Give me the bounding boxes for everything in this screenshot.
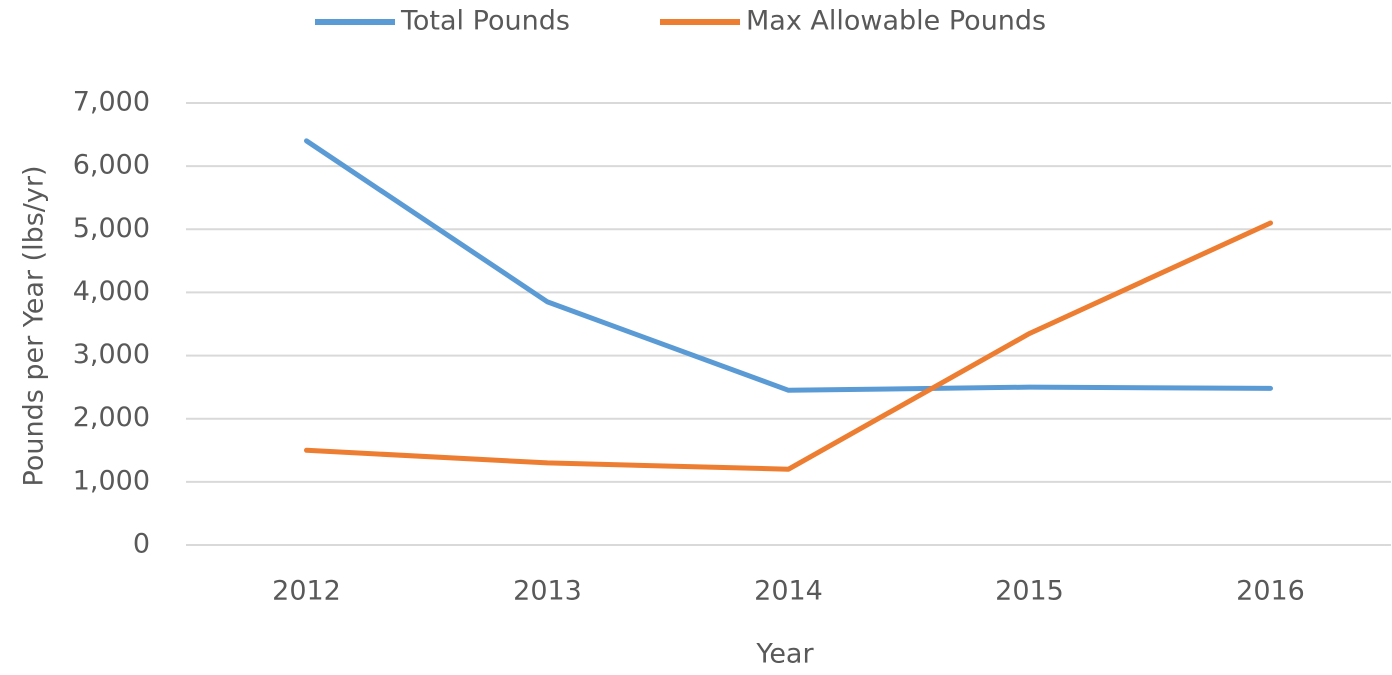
- y-axis-title: Pounds per Year (lbs/yr): [19, 166, 50, 487]
- x-axis-title: Year: [755, 639, 814, 670]
- legend-label: Total Pounds: [400, 6, 570, 37]
- y-tick-label: 5,000: [73, 213, 150, 244]
- x-tick-label: 2015: [995, 576, 1064, 607]
- legend-label: Max Allowable Pounds: [746, 6, 1046, 37]
- x-tick-label: 2016: [1236, 576, 1305, 607]
- y-tick-label: 4,000: [73, 276, 150, 307]
- y-tick-label: 2,000: [73, 402, 150, 433]
- series-line: [304, 138, 1273, 393]
- y-tick-label: 7,000: [73, 87, 150, 118]
- x-tick-label: 2012: [272, 576, 341, 607]
- series-line: [304, 220, 1273, 472]
- y-tick-label: 0: [133, 529, 150, 560]
- y-tick-label: 1,000: [73, 465, 150, 496]
- x-tick-label: 2014: [754, 576, 823, 607]
- x-tick-label: 2013: [513, 576, 582, 607]
- y-tick-label: 3,000: [73, 339, 150, 370]
- y-tick-label: 6,000: [73, 150, 150, 181]
